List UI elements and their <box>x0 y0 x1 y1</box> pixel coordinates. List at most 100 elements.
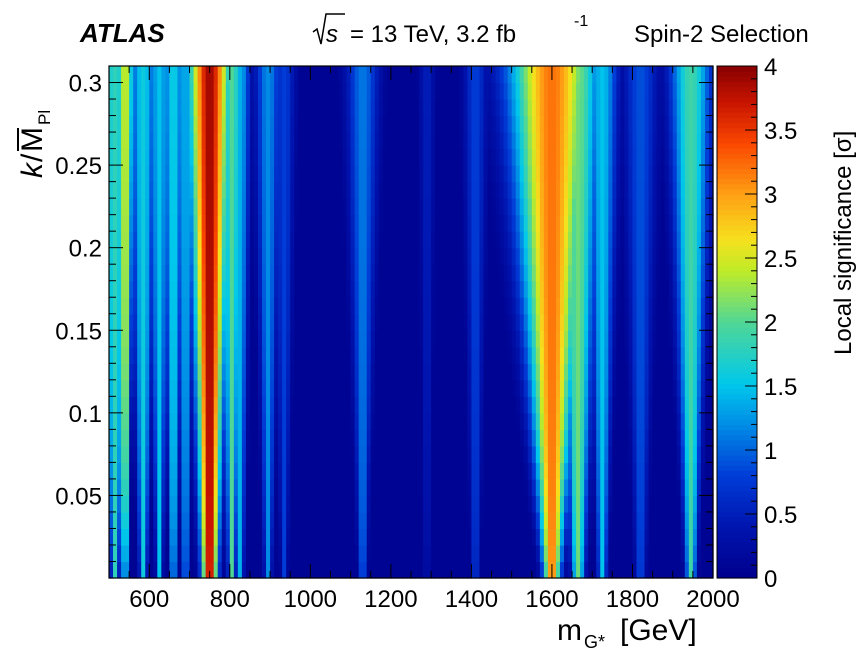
heatmap-cell <box>559 181 565 199</box>
heatmap-cell <box>350 412 356 430</box>
heatmap-cell <box>515 165 521 183</box>
heatmap-cell <box>708 462 714 480</box>
heatmap-cell <box>592 82 597 100</box>
heatmap-cell <box>314 280 319 298</box>
heatmap-cell <box>704 198 710 216</box>
heatmap-cell <box>547 363 553 381</box>
heatmap-cell <box>302 99 307 117</box>
heatmap-cell <box>547 198 553 216</box>
colorbar-segment <box>717 439 757 446</box>
heatmap-cell <box>495 396 501 414</box>
heatmap-cell <box>692 495 698 513</box>
heatmap-cell <box>576 330 581 348</box>
heatmap-cell <box>467 462 472 480</box>
heatmap-cell <box>467 214 472 232</box>
heatmap-cell <box>608 511 613 530</box>
heatmap-cell <box>608 148 613 166</box>
heatmap-cell <box>620 280 626 298</box>
heatmap-cell <box>193 148 199 166</box>
heatmap-cell <box>402 561 408 579</box>
heatmap-cell <box>632 363 638 381</box>
heatmap-cell <box>423 82 428 100</box>
heatmap-cell <box>692 561 698 579</box>
heatmap-cell <box>205 231 211 249</box>
heatmap-cell <box>604 264 609 282</box>
heatmap-cell <box>354 115 360 133</box>
heatmap-cell <box>576 181 581 199</box>
colorbar-segment <box>717 475 757 482</box>
heatmap-cell <box>636 412 642 430</box>
heatmap-cell <box>604 297 609 315</box>
heatmap-cell <box>165 346 170 364</box>
heatmap-cell <box>346 148 352 166</box>
heatmap-cell <box>596 280 601 298</box>
heatmap-cell <box>390 429 396 447</box>
heatmap-cell <box>326 247 332 265</box>
heatmap-cell <box>121 82 126 100</box>
heatmap-cell <box>463 313 468 331</box>
heatmap-cell <box>153 528 158 546</box>
heatmap-cell <box>467 396 472 414</box>
heatmap-cell <box>241 429 247 447</box>
heatmap-cell <box>334 280 340 298</box>
heatmap-cell <box>290 445 295 463</box>
heatmap-cell <box>471 346 477 364</box>
heatmap-cell <box>564 132 569 150</box>
heatmap-cell <box>692 115 698 133</box>
heatmap-cell <box>262 363 267 381</box>
heatmap-cell <box>644 379 650 397</box>
heatmap-cell <box>700 115 706 133</box>
heatmap-cell <box>394 495 400 513</box>
heatmap-cell <box>370 214 376 232</box>
heatmap-cell <box>612 247 617 265</box>
heatmap-cell <box>318 379 324 397</box>
heatmap-cell <box>455 231 460 249</box>
heatmap-cell <box>133 379 138 397</box>
heatmap-cell <box>205 561 211 579</box>
heatmap-cell <box>354 396 360 414</box>
heatmap-cell <box>644 544 650 563</box>
heatmap-cell <box>539 165 545 183</box>
heatmap-cell <box>588 544 593 563</box>
heatmap-cell <box>487 115 493 133</box>
x-tick-label: 1400 <box>445 586 498 613</box>
heatmap-cell <box>612 396 617 414</box>
heatmap-cell <box>423 264 428 282</box>
heatmap-cell <box>660 313 666 331</box>
heatmap-cell <box>406 478 412 497</box>
heatmap-cell <box>402 231 408 249</box>
heatmap-cell <box>576 82 581 100</box>
heatmap-cell <box>237 429 243 447</box>
heatmap-cell <box>503 396 509 414</box>
heatmap-cell <box>237 214 243 232</box>
heatmap-cell <box>543 247 549 265</box>
heatmap-cell <box>676 132 682 150</box>
heatmap-cell <box>463 181 468 199</box>
colorbar-segment <box>717 250 757 257</box>
heatmap-cell <box>568 528 573 546</box>
heatmap-cell <box>326 396 332 414</box>
heatmap-cell <box>439 297 444 315</box>
heatmap-cell <box>547 132 553 150</box>
heatmap-cell <box>165 478 170 497</box>
heatmap-cell <box>455 396 460 414</box>
heatmap-cell <box>306 313 311 331</box>
heatmap-cell <box>467 264 472 282</box>
heatmap-cell <box>463 478 468 497</box>
heatmap-cell <box>302 379 307 397</box>
heatmap-cell <box>394 528 400 546</box>
heatmap-cell <box>551 313 557 331</box>
heatmap-cell <box>149 66 154 84</box>
heatmap-cell <box>177 313 183 331</box>
heatmap-cell <box>125 99 130 117</box>
heatmap-cell <box>161 544 166 563</box>
heatmap-cell <box>664 429 670 447</box>
heatmap-cell <box>362 181 368 199</box>
heatmap-cell <box>656 198 662 216</box>
heatmap-cell <box>535 544 541 563</box>
heatmap-cell <box>322 280 328 298</box>
heatmap-cell <box>374 280 380 298</box>
heatmap-cell <box>149 495 154 513</box>
heatmap-cell <box>511 148 517 166</box>
heatmap-cell <box>137 99 142 117</box>
